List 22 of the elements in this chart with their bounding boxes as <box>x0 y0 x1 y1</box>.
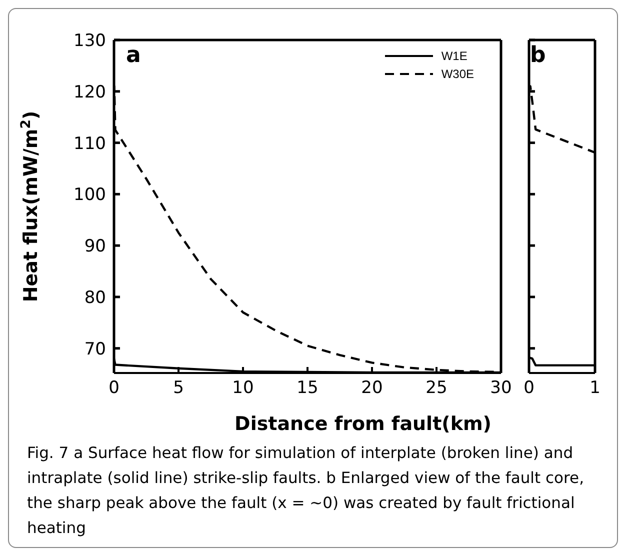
y-tick-label: 110 <box>74 134 106 154</box>
y-tick-label: 80 <box>84 288 106 308</box>
x-tick-label: 15 <box>296 378 318 398</box>
x-tick-label: 20 <box>361 378 383 398</box>
y-tick-label: 90 <box>84 236 106 257</box>
x-tick-label: 10 <box>232 378 254 398</box>
x-tick-label: 5 <box>173 378 184 398</box>
legend-label: W30E <box>441 67 474 81</box>
chart-title: a <box>126 43 141 68</box>
caption: Fig. 7 a Surface heat flow for simulation of interplate (broken line) and intraplate (solid line) strike-slip faults. b Enlarged view of the fault core, the sharp peak above the fault (x = ∼0) was created by fault frictional heating <box>27 443 585 539</box>
chart-title: b <box>530 43 546 68</box>
x-tick-label: 0 <box>108 378 120 398</box>
x-tick-label: 0 <box>524 378 534 398</box>
y-tick-label: 120 <box>74 82 106 102</box>
y-tick-label: 100 <box>74 185 106 206</box>
legend-label: W1E <box>441 49 468 63</box>
x-tick-label: 30 <box>490 378 512 398</box>
y-tick-label: 130 <box>74 31 106 52</box>
x-tick-label: 1 <box>590 378 600 398</box>
x-tick-label: 25 <box>426 378 448 398</box>
x-axis-title: Distance from fault(km) <box>234 413 492 435</box>
y-tick-label: 70 <box>84 339 106 360</box>
